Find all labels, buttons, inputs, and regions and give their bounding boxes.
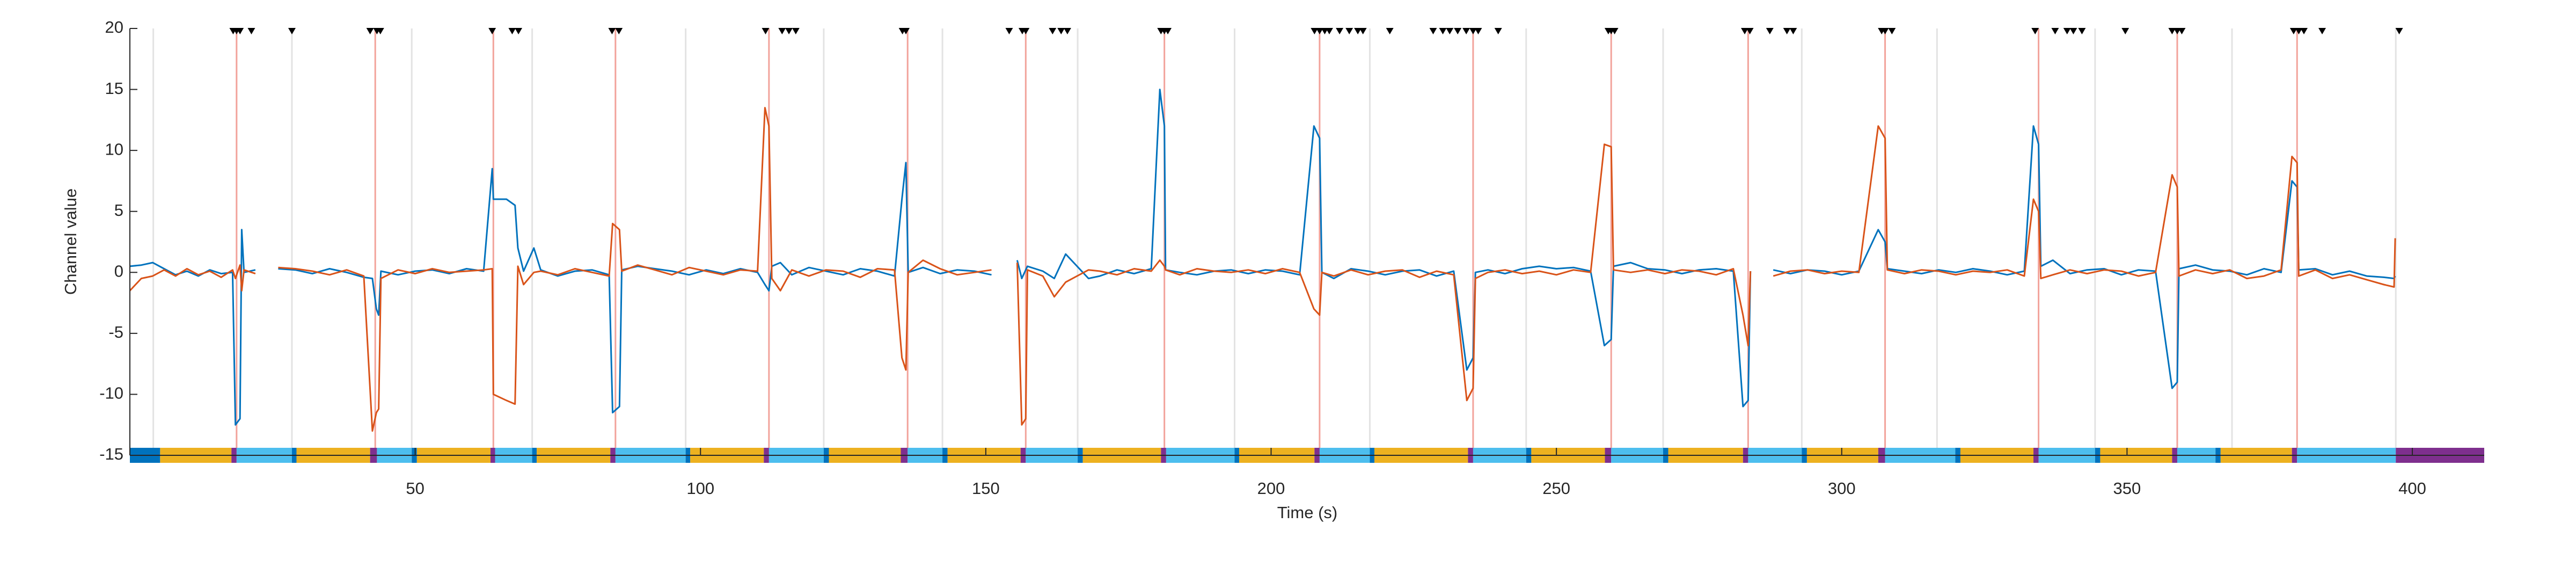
event-marker — [1345, 28, 1353, 34]
y-axis-label: Channel value — [61, 188, 80, 295]
event-marker — [1354, 28, 1362, 34]
event-marker — [762, 28, 770, 34]
event-marker — [2031, 28, 2039, 34]
event-marker — [1494, 28, 1502, 34]
y-tick-label: 15 — [105, 79, 123, 98]
event-marker — [1005, 28, 1013, 34]
event-marker — [1746, 28, 1754, 34]
event-marker — [778, 28, 786, 34]
series-line — [129, 107, 2396, 432]
event-marker — [1063, 28, 1071, 34]
event-marker — [2168, 28, 2176, 34]
x-tick-label: 350 — [2113, 479, 2141, 498]
event-marker — [1474, 28, 1482, 34]
x-tick-label: 300 — [1828, 479, 1856, 498]
event-marker — [2178, 28, 2186, 34]
event-marker — [1881, 28, 1889, 34]
event-marker — [1611, 28, 1619, 34]
event-marker — [1164, 28, 1172, 34]
y-tick-label: 0 — [114, 261, 123, 280]
y-tick-label: 5 — [114, 201, 123, 220]
event-marker — [1359, 28, 1367, 34]
event-marker — [1325, 28, 1333, 34]
event-marker — [376, 28, 384, 34]
event-marker — [1789, 28, 1797, 34]
event-marker — [1049, 28, 1057, 34]
event-marker — [1783, 28, 1791, 34]
event-marker — [488, 28, 496, 34]
event-marker — [515, 28, 523, 34]
y-tick-label: -15 — [99, 445, 123, 463]
y-tick-label: 20 — [105, 18, 123, 37]
event-marker — [1429, 28, 1437, 34]
y-tick-label: 10 — [105, 140, 123, 158]
event-marker — [1469, 28, 1477, 34]
event-marker — [288, 28, 296, 34]
x-tick-label: 50 — [406, 479, 424, 498]
y-tick-label: -10 — [99, 384, 123, 403]
event-marker — [1439, 28, 1447, 34]
y-tick-label: -5 — [108, 323, 123, 341]
x-tick-label: 250 — [1542, 479, 1570, 498]
event-marker — [236, 28, 244, 34]
event-marker — [2063, 28, 2071, 34]
event-marker — [902, 28, 910, 34]
event-marker — [2121, 28, 2129, 34]
event-marker — [785, 28, 793, 34]
event-marker — [1446, 28, 1454, 34]
event-marker — [2295, 28, 2303, 34]
event-marker — [2318, 28, 2326, 34]
x-axis-label: Time (s) — [1277, 503, 1338, 522]
event-marker — [1057, 28, 1065, 34]
event-marker — [1315, 28, 1323, 34]
event-marker — [1454, 28, 1462, 34]
event-marker — [1462, 28, 1470, 34]
event-marker — [2300, 28, 2308, 34]
x-tick-label: 200 — [1257, 479, 1285, 498]
event-marker — [1311, 28, 1319, 34]
x-tick-label: 400 — [2398, 479, 2426, 498]
event-marker — [615, 28, 623, 34]
x-tick-label: 100 — [686, 479, 714, 498]
event-marker — [2289, 28, 2297, 34]
event-marker — [792, 28, 800, 34]
event-marker — [1022, 28, 1030, 34]
event-marker — [508, 28, 516, 34]
event-marker — [608, 28, 616, 34]
event-marker — [2395, 28, 2403, 34]
event-marker — [1386, 28, 1394, 34]
event-marker — [1766, 28, 1774, 34]
series-line — [129, 89, 2396, 426]
event-marker — [2078, 28, 2086, 34]
x-tick-label: 150 — [972, 479, 1000, 498]
event-marker — [1741, 28, 1749, 34]
event-marker — [1336, 28, 1344, 34]
event-marker — [247, 28, 255, 34]
event-marker — [2051, 28, 2059, 34]
event-marker — [2069, 28, 2077, 34]
event-marker — [1888, 28, 1896, 34]
event-marker — [366, 28, 374, 34]
